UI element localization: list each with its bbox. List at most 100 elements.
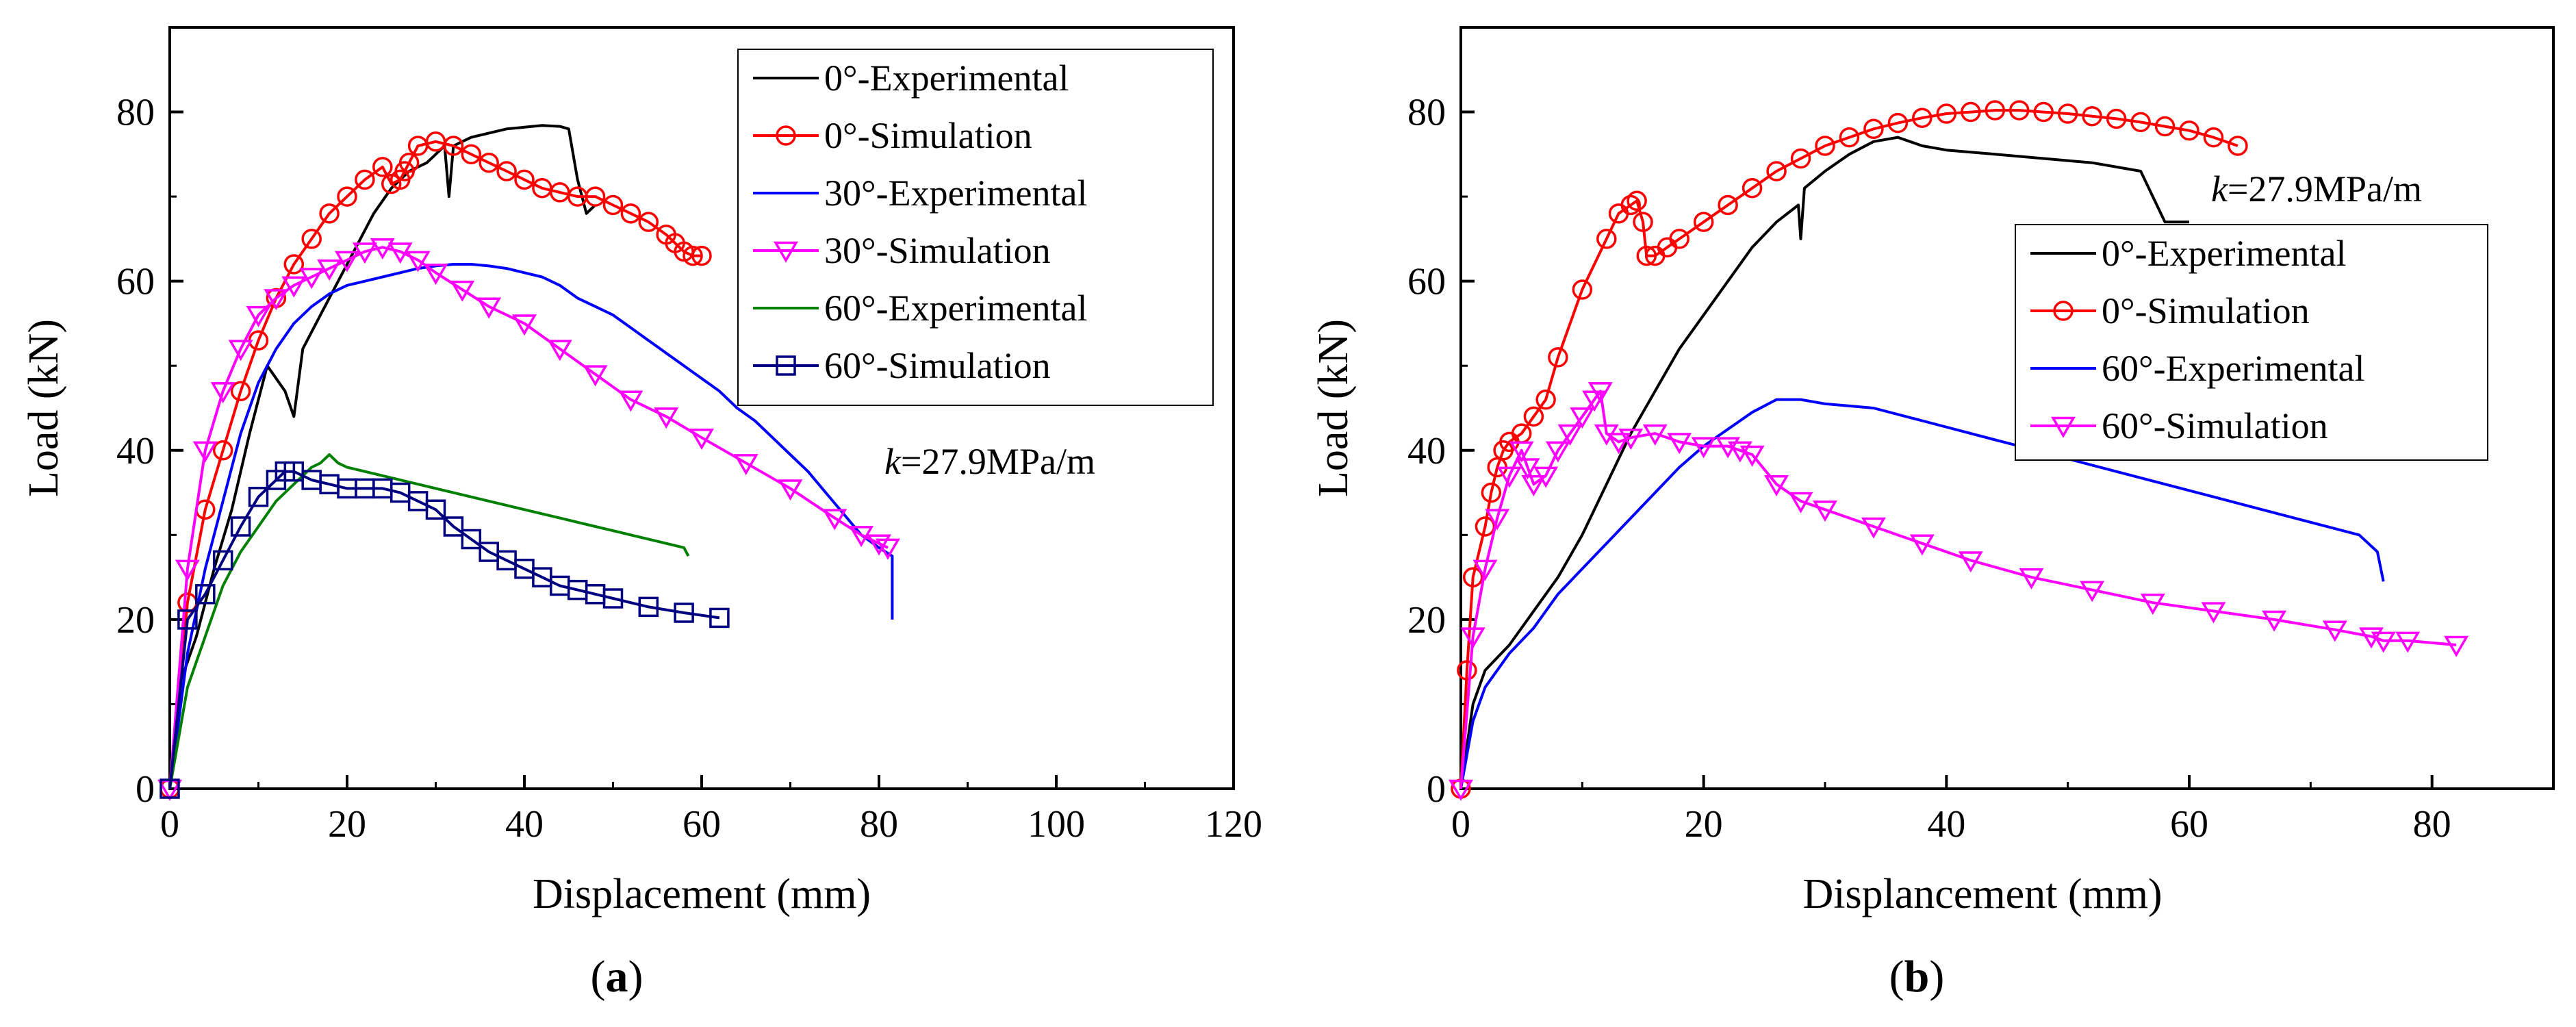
data-point-a-30deg-simulation-22 bbox=[654, 407, 679, 429]
data-point-a-60deg-simulation-5 bbox=[248, 486, 269, 507]
data-point-b-0deg-simulation-38 bbox=[2082, 105, 2102, 127]
data-point-a-30deg-simulation-11 bbox=[352, 242, 377, 264]
data-point-b-60deg-simulation-15 bbox=[1606, 433, 1631, 455]
legend-entry-b-60deg-experimental: 60°-Experimental bbox=[2030, 348, 2364, 389]
x-tick-label-a-5: 100 bbox=[1028, 803, 1085, 846]
data-point-b-0deg-simulation-33 bbox=[1961, 101, 1981, 123]
data-point-a-0deg-simulation-4 bbox=[230, 381, 251, 402]
data-point-b-0deg-simulation-13 bbox=[1596, 229, 1617, 249]
data-point-b-60deg-simulation-36 bbox=[2371, 631, 2396, 653]
data-point-b-60deg-simulation-32 bbox=[2201, 602, 2226, 624]
data-point-a-30deg-simulation-20 bbox=[583, 365, 608, 387]
data-point-b-0deg-simulation-28 bbox=[1839, 127, 1860, 148]
data-point-a-0deg-simulation-20 bbox=[461, 144, 482, 165]
data-point-b-0deg-simulation-11 bbox=[1548, 347, 1568, 368]
data-point-b-60deg-simulation-5 bbox=[1509, 441, 1534, 463]
legend-label-b-60deg-experimental: 60°-Experimental bbox=[2102, 348, 2364, 389]
data-point-b-60deg-simulation-9 bbox=[1545, 441, 1570, 463]
legend-marker-b-60deg-simulation bbox=[2051, 416, 2076, 438]
series-line-a-60deg-experimental bbox=[168, 453, 690, 789]
data-point-a-60deg-simulation-16 bbox=[425, 499, 446, 520]
legend-a: 0°-Experimental 0°-Simulation 30°-Experime… bbox=[737, 49, 1214, 406]
data-point-b-0deg-simulation-23 bbox=[1718, 194, 1738, 216]
series-line-a-30deg-experimental bbox=[168, 263, 894, 789]
data-point-a-30deg-simulation-6 bbox=[264, 289, 289, 311]
data-point-a-30deg-simulation-17 bbox=[476, 297, 502, 319]
data-point-a-60deg-simulation-3 bbox=[212, 550, 233, 571]
data-point-b-0deg-simulation-41 bbox=[2154, 116, 2176, 137]
data-point-b-0deg-simulation-37 bbox=[2057, 103, 2078, 124]
y-tick-label-a-2: 40 bbox=[116, 430, 155, 472]
data-point-b-0deg-simulation-16 bbox=[1627, 190, 1647, 212]
data-point-b-0deg-simulation-4 bbox=[1481, 482, 1502, 503]
data-point-a-30deg-simulation-19 bbox=[547, 340, 572, 362]
data-point-a-0deg-simulation-28 bbox=[602, 194, 624, 216]
data-point-a-0deg-simulation-22 bbox=[496, 161, 517, 181]
data-point-b-0deg-simulation-26 bbox=[1790, 148, 1811, 169]
data-point-b-0deg-simulation-15 bbox=[1620, 194, 1642, 216]
data-point-b-60deg-simulation-18 bbox=[1667, 433, 1692, 455]
data-point-b-0deg-simulation-10 bbox=[1535, 389, 1556, 410]
data-point-b-60deg-simulation-31 bbox=[2140, 593, 2165, 615]
y-tick-label-b-3: 60 bbox=[1407, 261, 1446, 303]
data-point-b-0deg-simulation-17 bbox=[1633, 212, 1653, 232]
data-point-b-60deg-simulation-26 bbox=[1861, 517, 1886, 539]
series-b-0deg-simulation bbox=[1451, 100, 2248, 799]
data-point-b-0deg-simulation-25 bbox=[1766, 161, 1787, 181]
y-axis-label-a: Load (kN) bbox=[21, 319, 67, 497]
data-point-a-0deg-simulation-29 bbox=[620, 203, 641, 224]
x-tick-label-b-1: 20 bbox=[1685, 803, 1723, 846]
x-axis-label-b: Displancement (mm) bbox=[1802, 871, 2162, 917]
series-b-60deg-experimental bbox=[1459, 398, 2385, 789]
data-point-b-60deg-simulation-27 bbox=[1909, 534, 1935, 556]
y-tick-label-a-3: 60 bbox=[116, 261, 155, 303]
k-value-a: =27.9MPa/m bbox=[901, 441, 1095, 482]
tick-marks-a bbox=[168, 110, 1235, 790]
legend-label-b-0deg-simulation: 0°-Simulation bbox=[2102, 290, 2310, 331]
legend-entry-b-60deg-simulation: 60°-Simulation bbox=[2030, 405, 2328, 446]
data-point-a-30deg-simulation-25 bbox=[778, 479, 803, 501]
data-point-a-0deg-simulation-9 bbox=[319, 203, 340, 224]
data-point-b-60deg-simulation-7 bbox=[1521, 475, 1546, 496]
data-point-b-0deg-simulation-44 bbox=[2228, 136, 2248, 156]
x-tick-label-a-3: 60 bbox=[683, 803, 721, 846]
data-point-a-30deg-simulation-27 bbox=[849, 526, 874, 548]
series-a-30deg-simulation bbox=[157, 238, 900, 801]
data-point-b-0deg-simulation-18 bbox=[1636, 245, 1657, 266]
panel-label-b-letter: b bbox=[1904, 952, 1930, 1002]
series-a-30deg-experimental bbox=[168, 263, 894, 789]
data-point-a-60deg-simulation-18 bbox=[461, 529, 482, 550]
data-point-b-0deg-simulation-1 bbox=[1457, 660, 1477, 681]
data-point-a-30deg-simulation-10 bbox=[335, 251, 359, 272]
y-tick-label-a-1: 20 bbox=[116, 599, 155, 642]
data-point-a-30deg-simulation-21 bbox=[618, 390, 643, 412]
data-point-b-60deg-simulation-11 bbox=[1570, 407, 1595, 429]
data-point-b-60deg-simulation-22 bbox=[1739, 445, 1765, 467]
legend-label-b-0deg-experimental: 0°-Experimental bbox=[2102, 233, 2346, 274]
data-point-a-0deg-simulation-10 bbox=[337, 186, 357, 207]
data-point-a-0deg-simulation-12 bbox=[372, 157, 393, 177]
x-tick-label-b-2: 40 bbox=[1927, 803, 1965, 846]
x-tick-label-b-3: 60 bbox=[2170, 803, 2208, 846]
legend-label-a-30deg-simulation: 30°-Simulation bbox=[824, 230, 1051, 271]
data-point-a-0deg-simulation-27 bbox=[585, 186, 606, 207]
data-point-a-60deg-simulation-29 bbox=[709, 607, 730, 629]
data-point-a-30deg-simulation-16 bbox=[450, 280, 475, 302]
panel-label-a-letter: a bbox=[606, 952, 628, 1002]
x-tick-label-b-0: 0 bbox=[1451, 803, 1470, 846]
data-point-b-60deg-simulation-38 bbox=[2444, 635, 2469, 657]
data-point-b-0deg-simulation-12 bbox=[1572, 279, 1593, 300]
data-point-a-60deg-simulation-4 bbox=[230, 516, 251, 537]
x-tick-label-a-0: 0 bbox=[160, 803, 179, 846]
data-point-a-60deg-simulation-27 bbox=[638, 596, 659, 618]
data-point-b-0deg-simulation-29 bbox=[1863, 118, 1884, 140]
y-tick-labels-b: 0 20 40 60 80 bbox=[1407, 92, 1446, 811]
x-tick-label-a-1: 20 bbox=[328, 803, 366, 846]
data-point-a-30deg-simulation-1 bbox=[175, 559, 200, 581]
data-point-a-30deg-simulation-5 bbox=[246, 305, 271, 327]
panel-label-b: (b) bbox=[1889, 952, 1945, 1002]
data-point-a-0deg-simulation-34 bbox=[683, 245, 703, 266]
legend-entry-b-0deg-experimental: 0°-Experimental bbox=[2030, 233, 2346, 274]
y-tick-label-b-2: 40 bbox=[1407, 430, 1446, 472]
